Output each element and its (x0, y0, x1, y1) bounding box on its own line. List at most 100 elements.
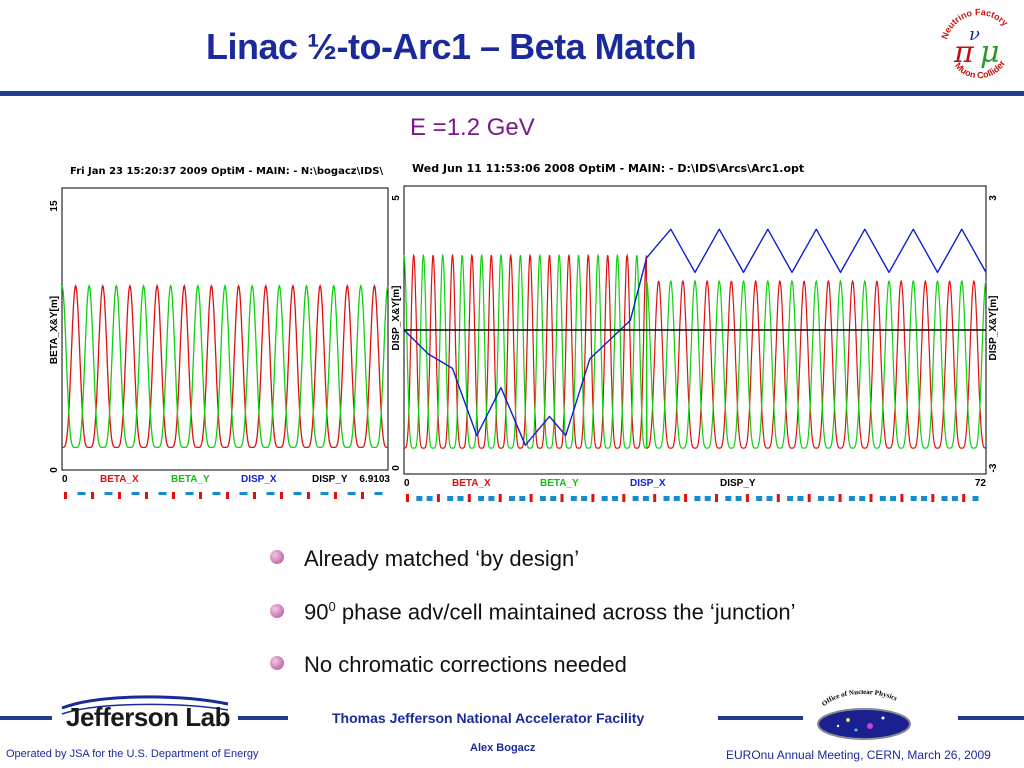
right-series-beta-y (403, 253, 987, 449)
lattice-magnet (131, 492, 140, 495)
jefferson-lab-logo (61, 695, 229, 715)
lattice-magnet (900, 494, 904, 502)
left-y-axis-label: BETA_X&Y[m] (49, 296, 60, 364)
lattice-magnet (642, 496, 649, 501)
right-left-y-axis-label: DISP_X&Y[m] (391, 285, 402, 350)
lattice-magnet (776, 494, 780, 502)
lattice-magnet (334, 492, 337, 499)
right-x-end: 72 (975, 478, 987, 489)
lattice-magnet (226, 492, 229, 499)
lattice-magnet (612, 496, 618, 501)
lattice-magnet (426, 496, 433, 501)
lattice-magnet (467, 494, 471, 502)
svg-text:μ: μ (980, 35, 1000, 70)
lattice-magnet (869, 494, 873, 502)
lattice-magnet (694, 496, 701, 501)
footer-divider (238, 716, 288, 720)
lattice-magnet (591, 494, 595, 502)
lattice-magnet (488, 496, 495, 501)
lattice-magnet (64, 492, 67, 499)
lattice-magnet (118, 492, 121, 499)
right-legend-beta-x: BETA_X (452, 478, 491, 489)
lattice-magnet (632, 496, 639, 501)
left-legend-disp-x: DISP_X (241, 474, 277, 485)
bullet-dot-icon (270, 550, 284, 565)
lattice-magnet (539, 496, 546, 501)
left-x-start: 0 (62, 474, 68, 485)
bullet-dot-icon (270, 656, 284, 671)
lattice-magnet (447, 496, 454, 501)
lattice-magnet (550, 496, 557, 501)
left-plot-header: Fri Jan 23 15:20:37 2009 OptiM - MAIN: -… (70, 166, 384, 177)
lattice-magnet (756, 496, 763, 501)
lattice-magnet (519, 496, 526, 501)
left-legend-beta-x: BETA_X (100, 474, 139, 485)
lattice-magnet (766, 496, 773, 501)
left-plot-frame (61, 187, 389, 471)
left-y-top: 15 (49, 200, 60, 212)
lattice-magnet (347, 492, 356, 495)
right-x-start: 0 (404, 478, 410, 489)
energy-label: E =1.2 GeV (410, 114, 535, 141)
lattice-magnet (91, 492, 94, 499)
author-name: Alex Bogacz (470, 742, 536, 754)
right-y-left-top: 5 (391, 195, 402, 201)
lattice-magnet (185, 492, 194, 495)
right-series-disp-x (403, 228, 987, 446)
footer-divider (958, 716, 1024, 720)
bullet-2: 900 phase adv/cell maintained across the… (270, 599, 796, 625)
right-legend-disp-y: DISP_Y (720, 478, 756, 489)
facility-name: Thomas Jefferson National Accelerator Fa… (332, 710, 645, 726)
lattice-magnet (253, 492, 256, 499)
lattice-magnet (158, 492, 167, 495)
lattice-magnet (172, 492, 175, 499)
lattice-magnet (529, 494, 533, 502)
lattice-magnet (715, 494, 718, 502)
left-series-beta-x (62, 284, 388, 449)
left-legend-beta-y: BETA_Y (171, 474, 210, 485)
operated-by-text: Operated by JSA for the U.S. Department … (6, 748, 259, 760)
lattice-magnet (416, 496, 423, 501)
lattice-magnet (457, 496, 464, 501)
lattice-magnet (581, 496, 588, 501)
right-y-right-bottom: -3 (988, 463, 999, 472)
lattice-magnet (951, 496, 958, 501)
footer-divider (718, 716, 803, 720)
lattice-magnet (848, 496, 855, 501)
right-legend-beta-y: BETA_Y (540, 478, 579, 489)
lattice-magnet (509, 496, 515, 501)
lattice-magnet (212, 492, 221, 495)
lattice-magnet (931, 494, 935, 502)
svg-text:π: π (953, 35, 975, 70)
right-y-axis-label: DISP_X&Y[m] (988, 295, 999, 360)
lattice-magnet (838, 494, 842, 502)
left-y-bottom: 0 (49, 467, 60, 473)
bullet-3: No chromatic corrections needed (270, 652, 627, 678)
lattice-magnet (879, 496, 886, 501)
right-legend-disp-x: DISP_X (630, 478, 666, 489)
right-y-left-bottom: 0 (391, 465, 402, 471)
lattice-magnet (145, 492, 148, 499)
lattice-magnet (663, 496, 670, 501)
meeting-info: EUROnu Annual Meeting, CERN, March 26, 2… (726, 748, 991, 762)
lattice-magnet (921, 496, 927, 501)
lattice-magnet (498, 494, 502, 502)
lattice-magnet (293, 492, 302, 495)
svg-text:Office of Nuclear Physics: Office of Nuclear Physics (820, 690, 898, 708)
right-y-right-top: 3 (988, 195, 999, 201)
lattice-magnet (239, 492, 248, 495)
lattice-magnet (797, 496, 804, 501)
lattice-magnet (406, 494, 409, 502)
lattice-magnet (807, 494, 811, 502)
lattice-magnet (725, 496, 732, 501)
lattice-magnet (818, 496, 824, 501)
lattice-magnet (104, 492, 113, 495)
right-plot-header: Wed Jun 11 11:53:06 2008 OptiM - MAIN: -… (412, 162, 805, 175)
lattice-magnet (199, 492, 202, 499)
lattice-magnet (890, 496, 897, 501)
lattice-magnet (684, 494, 688, 502)
lattice-magnet (570, 496, 577, 501)
left-legend-disp-y: DISP_Y (312, 474, 348, 485)
lattice-magnet (374, 492, 383, 495)
slide-title: Linac ½-to-Arc1 – Beta Match (206, 26, 697, 67)
